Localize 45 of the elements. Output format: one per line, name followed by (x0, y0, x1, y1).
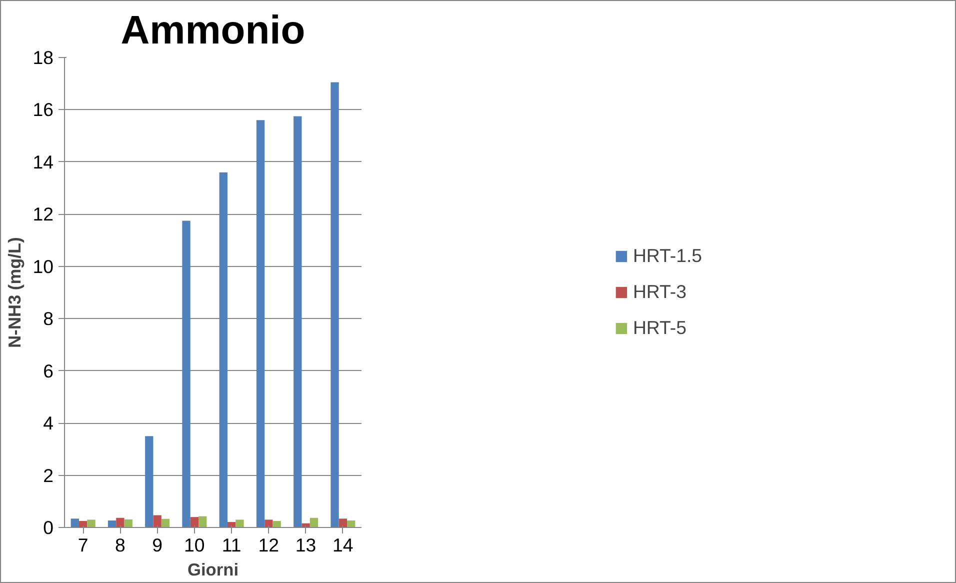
bar (124, 519, 132, 528)
y-axis-title: N-NH3 (mg/L) (4, 237, 25, 348)
y-tick-label: 8 (43, 308, 54, 330)
y-tick-label: 4 (43, 412, 54, 434)
x-tick-label: 14 (332, 534, 354, 556)
y-tick-label: 12 (32, 204, 54, 225)
bar (330, 82, 339, 528)
bar (236, 520, 244, 528)
x-tick-label: 11 (222, 534, 242, 556)
bar (182, 220, 190, 528)
bar (108, 520, 116, 528)
bar (264, 520, 273, 528)
x-tick-label: 9 (152, 534, 163, 556)
y-tick-label: 6 (43, 360, 54, 382)
y-tick-label: 0 (43, 517, 54, 538)
bar (256, 120, 265, 528)
bar (153, 515, 162, 528)
legend-label: HRT-5 (632, 317, 687, 339)
bar (190, 517, 199, 528)
bar (198, 516, 207, 528)
x-tick-label: 13 (295, 534, 316, 556)
legend-label: HRT-1.5 (632, 245, 702, 267)
bar (161, 518, 170, 528)
y-tick-label: 18 (32, 47, 54, 68)
x-axis-title: Giorni (187, 560, 239, 580)
bar (272, 520, 281, 528)
bar (70, 518, 79, 528)
bar (87, 520, 96, 528)
x-tick-label: 12 (258, 534, 280, 556)
bar (338, 518, 348, 528)
x-tick-label: 8 (115, 534, 126, 556)
y-tick-label: 2 (43, 464, 54, 486)
bar (219, 172, 228, 528)
bar (145, 436, 154, 528)
y-tick-label: 14 (32, 151, 54, 172)
bar (347, 520, 356, 528)
legend-label: HRT-3 (632, 281, 687, 303)
bar (116, 518, 124, 528)
chart-title: Ammonio (120, 8, 306, 52)
bar (310, 518, 318, 528)
y-tick-label: 10 (32, 256, 54, 277)
y-tick-label: 16 (32, 99, 54, 120)
x-tick-label: 7 (78, 534, 88, 556)
x-tick-label: 10 (184, 534, 205, 556)
bar (294, 116, 302, 528)
